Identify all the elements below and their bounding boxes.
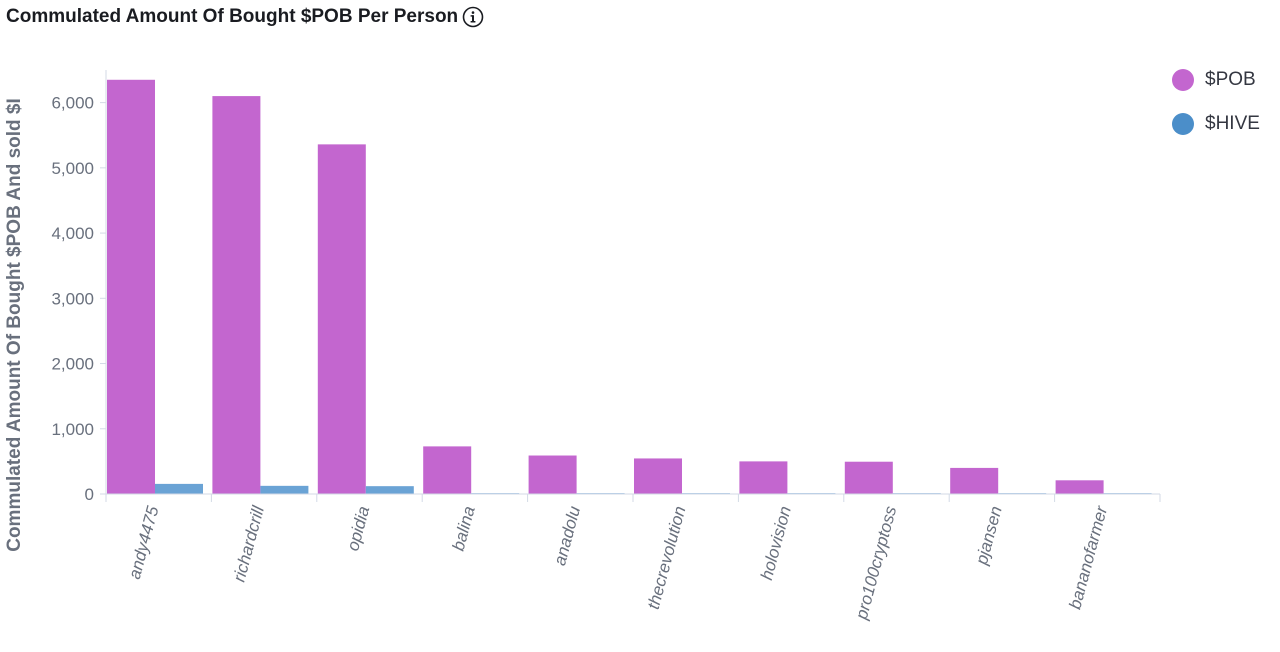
chart-header: Commulated Amount Of Bought $POB Per Per… [6,4,484,30]
legend-item-hive[interactable]: $HIVE [1172,102,1260,146]
bar-pob-richardcrill [212,96,261,494]
x-tick-label-bananofarmer: bananofarmer [1065,503,1111,611]
bar-pob-pjansen [950,467,999,494]
x-tick-label-anadolu: anadolu [550,504,584,568]
x-tick-label-richardcrill: richardcrill [230,503,269,584]
y-tick-label-6000: 6,000 [51,94,94,113]
legend-swatch-hive [1172,113,1194,135]
bar-hive-richardcrill [260,485,309,494]
bar-pob-bananofarmer [1055,480,1104,494]
bar-pob-pro100cryptoss [844,461,893,494]
y-axis-title: Commulated Amount Of Bought $POB And sol… [4,98,25,552]
x-tick-label-opidia: opidia [343,504,373,553]
bar-pob-opidia [317,144,366,494]
y-tick-label-4000: 4,000 [51,224,94,243]
y-tick-label-5000: 5,000 [51,159,94,178]
x-tick-label-pjansen: pjansen [972,504,1006,567]
legend-label-hive: $HIVE [1205,113,1260,134]
legend: $POB $HIVE [1172,58,1260,146]
y-tick-label-3000: 3,000 [51,289,94,308]
chart-title: Commulated Amount Of Bought $POB Per Per… [6,6,459,27]
bar-pob-thecrevolution [634,458,682,494]
x-tick-label-pro100cryptoss: pro100cryptoss [852,504,901,623]
bar-pob-balina [423,446,472,494]
bar-pob-anadolu [528,455,577,494]
x-tick-label-thecrevolution: thecrevolution [644,504,690,611]
x-tick-label-balina: balina [449,504,479,553]
bar-hive-andy4475 [155,483,203,494]
x-tick-label-andy4475: andy4475 [125,504,163,582]
y-tick-label-1000: 1,000 [51,420,94,439]
legend-swatch-pob [1172,69,1194,91]
bar-pob-holovision [739,461,788,494]
y-tick-label-0: 0 [85,485,94,504]
x-tick-label-holovision: holovision [757,504,795,582]
legend-label-pob: $POB [1205,69,1256,90]
info-circle-icon[interactable] [462,6,484,28]
bar-pob-andy4475 [107,79,155,495]
bar-hive-opidia [365,486,414,494]
legend-item-pob[interactable]: $POB [1172,58,1260,102]
y-tick-label-2000: 2,000 [51,355,94,374]
